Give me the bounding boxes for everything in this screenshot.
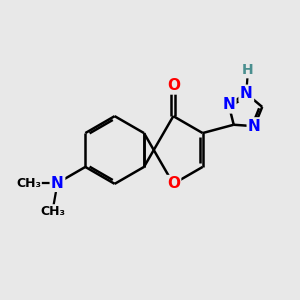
Text: N: N (240, 86, 253, 101)
Text: H: H (242, 63, 254, 77)
Text: CH₃: CH₃ (16, 176, 41, 190)
Text: O: O (167, 176, 180, 191)
Text: N: N (51, 176, 64, 190)
Text: CH₃: CH₃ (40, 205, 65, 218)
Text: N: N (248, 119, 261, 134)
Text: O: O (167, 78, 180, 93)
Text: N: N (222, 97, 235, 112)
